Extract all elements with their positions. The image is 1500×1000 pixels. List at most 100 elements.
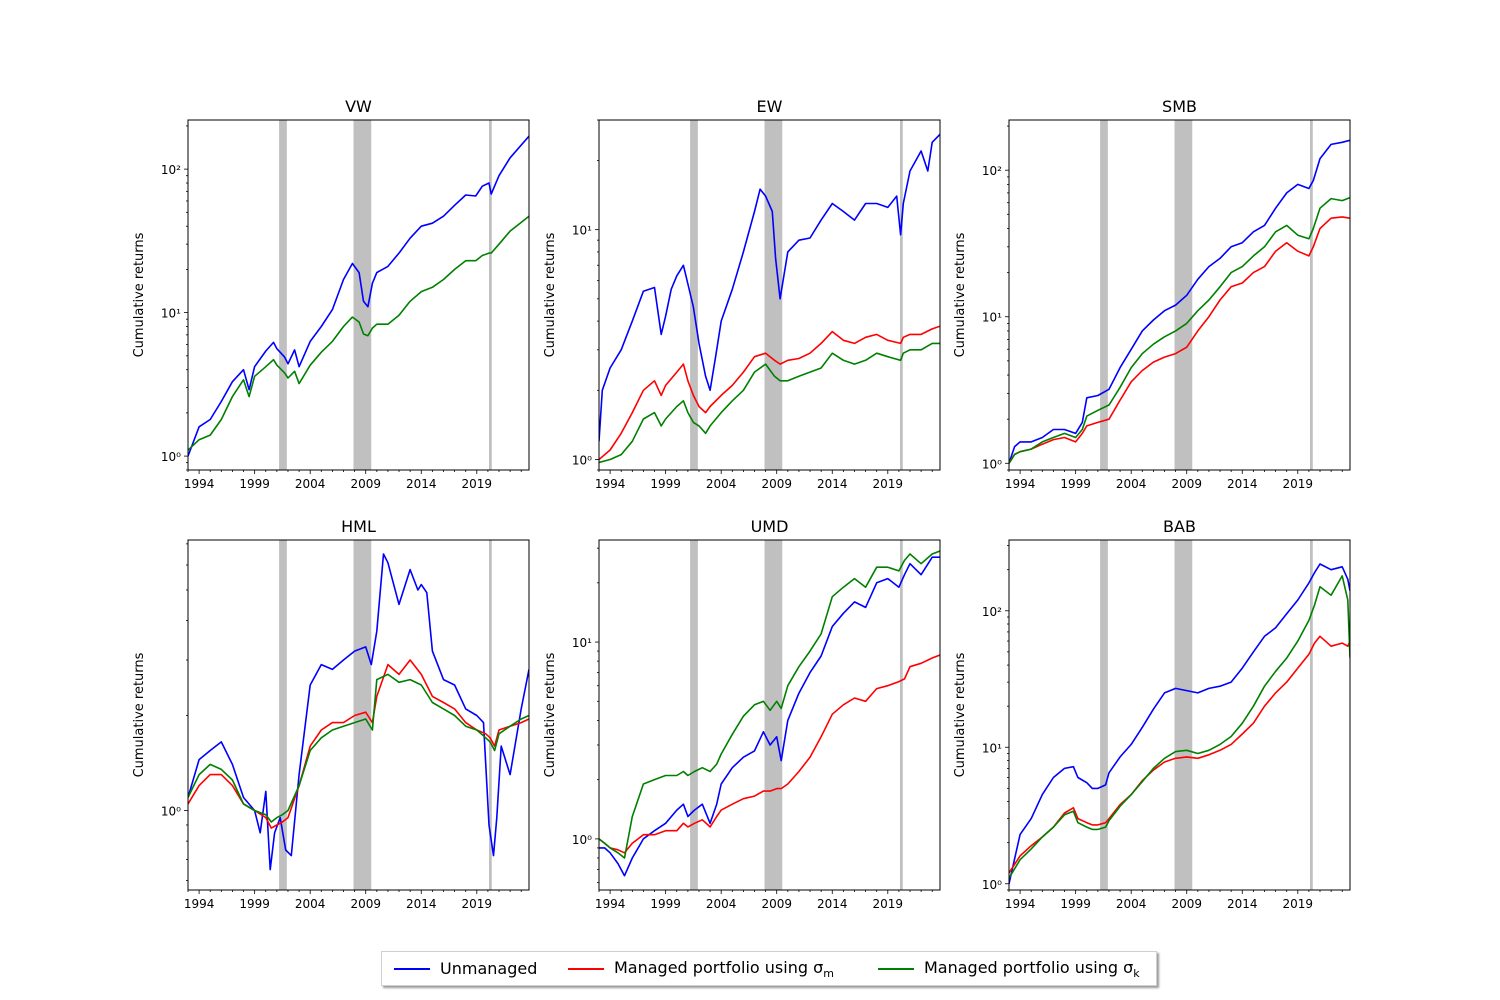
- series-line-vw-unmanaged: [188, 135, 529, 457]
- legend-swatch-unmanaged: [394, 967, 430, 970]
- series-line-vw-managed_k: [188, 215, 529, 451]
- recession-band-ew-2: [900, 120, 903, 470]
- y-tick-label-vw-1: 10⁰: [161, 450, 181, 464]
- panel-vw: 1994 1999 2004 2009 2014 2019 10⁰ 10¹ 10² VW Cumul…: [132, 97, 530, 491]
- x-tick-label-ew-2019: 2019: [873, 477, 904, 491]
- x-tick-label-ew-1999: 1999: [650, 477, 681, 491]
- recession-band-vw-0: [279, 120, 287, 470]
- panel-hml: 1994 1999 2004 2009 2014 2019 10⁰ HML Cumulative…: [132, 517, 530, 911]
- series-line-smb-managed_k: [1009, 196, 1350, 464]
- x-tick-label-hml-1999: 1999: [239, 897, 270, 911]
- axes-frame-vw: [187, 119, 530, 471]
- y-tick-label-umd-1: 10⁰: [572, 833, 592, 847]
- y-tick-label-umd-10: 10¹: [572, 636, 592, 650]
- x-tick-label-hml-2019: 2019: [462, 897, 493, 911]
- y-tick-label-ew-1: 10⁰: [572, 453, 592, 467]
- x-tick-label-umd-2014: 2014: [817, 897, 848, 911]
- panel-umd: 1994 1999 2004 2009 2014 2019 10⁰ 10¹ UMD Cumulat…: [543, 517, 941, 911]
- x-tick-label-smb-1999: 1999: [1060, 477, 1091, 491]
- axes-frame-hml: [187, 539, 530, 891]
- series-line-bab-managed_m: [1009, 635, 1350, 874]
- x-tick-label-vw-1994: 1994: [184, 477, 215, 491]
- series-line-hml-managed_k: [188, 673, 529, 823]
- series-line-ew-unmanaged: [599, 133, 940, 442]
- x-tick-label-vw-2009: 2009: [350, 477, 381, 491]
- axes-frame-smb: [1008, 119, 1351, 471]
- recession-band-smb-0: [1100, 120, 1108, 470]
- panel-title-vw: VW: [345, 97, 372, 116]
- axes-frame-umd: [598, 539, 941, 891]
- x-tick-label-hml-1994: 1994: [184, 897, 215, 911]
- y-tick-label-bab-100: 10²: [982, 605, 1002, 619]
- x-tick-label-umd-2004: 2004: [706, 897, 737, 911]
- panel-title-umd: UMD: [751, 517, 789, 536]
- y-tick-label-ew-10: 10¹: [572, 224, 592, 238]
- y-axis-label-umd: Cumulative returns: [543, 652, 558, 777]
- recession-band-bab-0: [1100, 540, 1108, 890]
- y-tick-label-smb-1: 10⁰: [982, 457, 1002, 471]
- recession-band-bab-1: [1174, 540, 1193, 890]
- recession-band-hml-0: [279, 540, 287, 890]
- y-tick-label-smb-10: 10¹: [982, 311, 1002, 325]
- x-tick-label-bab-2004: 2004: [1116, 897, 1147, 911]
- series-line-smb-unmanaged: [1009, 139, 1350, 464]
- x-tick-label-vw-2014: 2014: [406, 477, 437, 491]
- x-tick-label-umd-2009: 2009: [761, 897, 792, 911]
- y-tick-label-vw-100: 10²: [161, 163, 181, 177]
- recession-band-umd-2: [900, 540, 903, 890]
- panel-title-bab: BAB: [1163, 517, 1196, 536]
- y-tick-label-bab-1: 10⁰: [982, 878, 1002, 892]
- legend-label-managed-k: Managed portfolio using σk: [924, 957, 1140, 980]
- legend-item-unmanaged: Unmanaged: [394, 952, 537, 985]
- y-axis-label-vw: Cumulative returns: [132, 232, 147, 357]
- y-tick-label-bab-10: 10¹: [982, 741, 1002, 755]
- legend-item-managed-k: Managed portfolio using σk: [878, 952, 1140, 985]
- series-line-smb-managed_m: [1009, 216, 1350, 464]
- y-axis-label-hml: Cumulative returns: [132, 652, 147, 777]
- axes-frame-bab: [1008, 539, 1351, 891]
- recession-band-umd-1: [764, 540, 783, 890]
- x-tick-label-bab-2009: 2009: [1171, 897, 1202, 911]
- recession-band-smb-1: [1174, 120, 1193, 470]
- y-tick-label-hml-1: 10⁰: [161, 805, 181, 819]
- x-tick-label-hml-2004: 2004: [295, 897, 326, 911]
- series-line-ew-managed_m: [599, 325, 940, 461]
- x-tick-label-hml-2014: 2014: [406, 897, 437, 911]
- panel-title-smb: SMB: [1162, 97, 1197, 116]
- x-tick-label-umd-1999: 1999: [650, 897, 681, 911]
- x-tick-label-umd-2019: 2019: [873, 897, 904, 911]
- legend-label-managed-m: Managed portfolio using σm: [614, 957, 834, 980]
- panel-ew: 1994 1999 2004 2009 2014 2019 10⁰ 10¹ EW Cumulati…: [543, 97, 941, 491]
- y-tick-label-smb-100: 10²: [982, 164, 1002, 178]
- legend-item-managed-m: Managed portfolio using σm: [568, 952, 834, 985]
- axes-frame-ew: [598, 119, 941, 471]
- legend: Unmanaged Managed portfolio using σm Man…: [381, 951, 1157, 986]
- panel-bab: 1994 1999 2004 2009 2014 2019 10⁰ 10¹ 10² BAB Cumu…: [953, 517, 1351, 911]
- x-tick-label-hml-2009: 2009: [350, 897, 381, 911]
- series-line-hml-unmanaged: [188, 553, 529, 871]
- y-axis-label-ew: Cumulative returns: [543, 232, 558, 357]
- legend-swatch-managed-m: [568, 967, 604, 970]
- x-tick-label-smb-2009: 2009: [1171, 477, 1202, 491]
- recession-band-hml-2: [489, 540, 492, 890]
- recession-band-smb-2: [1310, 120, 1313, 470]
- x-tick-label-bab-2014: 2014: [1227, 897, 1258, 911]
- panel-title-hml: HML: [341, 517, 376, 536]
- recession-band-ew-1: [764, 120, 783, 470]
- recession-band-bab-2: [1310, 540, 1313, 890]
- y-axis-label-bab: Cumulative returns: [953, 652, 968, 777]
- x-tick-label-umd-1994: 1994: [595, 897, 626, 911]
- x-tick-label-bab-2019: 2019: [1283, 897, 1314, 911]
- y-axis-label-smb: Cumulative returns: [953, 232, 968, 357]
- recession-band-ew-0: [690, 120, 698, 470]
- x-tick-label-ew-2009: 2009: [761, 477, 792, 491]
- x-tick-label-ew-1994: 1994: [595, 477, 626, 491]
- series-line-ew-managed_k: [599, 342, 940, 464]
- recession-band-umd-0: [690, 540, 698, 890]
- panel-smb: 1994 1999 2004 2009 2014 2019 10⁰ 10¹ 10² SMB Cumu…: [953, 97, 1351, 491]
- x-tick-label-ew-2004: 2004: [706, 477, 737, 491]
- x-tick-label-bab-1994: 1994: [1005, 897, 1036, 911]
- x-tick-label-smb-2014: 2014: [1227, 477, 1258, 491]
- x-tick-label-smb-2004: 2004: [1116, 477, 1147, 491]
